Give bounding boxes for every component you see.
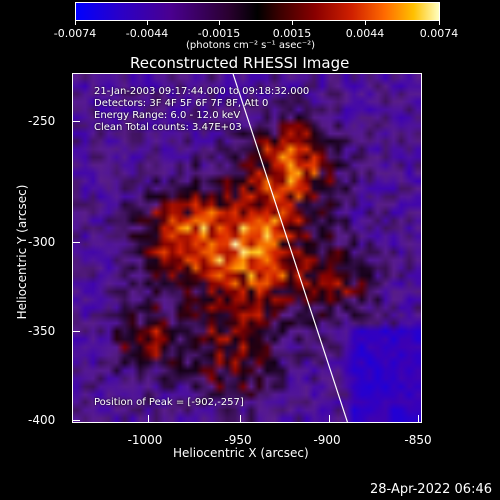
colorbar-tick-label: 0.0015 (272, 27, 312, 40)
y-tick (72, 331, 80, 332)
y-tick-label: -250 (28, 114, 56, 128)
solar-limb-line (232, 74, 348, 422)
y-tick (72, 242, 80, 243)
info-time: 21-Jan-2003 09:17:44.000 to 09:18:32.000 (94, 86, 310, 97)
colorbar-tick (75, 21, 76, 25)
colorbar-tick (365, 21, 366, 25)
image-title: Reconstructed RHESSI Image (130, 54, 350, 72)
info-detectors: Detectors: 3F 4F 5F 6F 7F 8F, Att 0 (94, 98, 269, 109)
x-tick (329, 415, 330, 423)
colorbar (75, 2, 440, 21)
info-method: Clean Total counts: 3.47E+03 (94, 122, 242, 133)
x-axis-label: Heliocentric X (arcsec) (173, 446, 309, 460)
rhessi-image-plot: 21-Jan-2003 09:17:44.000 to 09:18:32.000… (72, 73, 422, 423)
colorbar-tick-label: 0.0044 (345, 27, 385, 40)
y-tick-label: -300 (28, 235, 56, 249)
y-tick (72, 420, 80, 421)
colorbar-units: (photons cm⁻² s⁻¹ asec⁻²) (186, 40, 316, 51)
info-peak: Position of Peak = [-902,-257] (94, 397, 244, 408)
colorbar-tick-label: 0.0074 (419, 27, 459, 40)
x-tick (148, 415, 149, 423)
info-energy: Energy Range: 6.0 - 12.0 keV (94, 110, 241, 121)
x-tick-label: -950 (224, 433, 252, 447)
timestamp: 28-Apr-2022 06:46 (370, 482, 492, 497)
colorbar-tick (292, 21, 293, 25)
heatmap-canvas (73, 74, 421, 422)
x-tick (240, 415, 241, 423)
colorbar-tick (219, 21, 220, 25)
x-tick (418, 415, 419, 423)
x-tick-label: -1000 (127, 433, 163, 447)
x-tick-label: -850 (404, 433, 432, 447)
colorbar-tick (147, 21, 148, 25)
y-tick (72, 121, 80, 122)
y-axis-label: Heliocentric Y (arcsec) (15, 184, 29, 320)
colorbar-tick-label: -0.0074 (53, 27, 97, 40)
x-tick-label: -900 (313, 433, 341, 447)
colorbar-tick (439, 21, 440, 25)
limb-overlay (232, 74, 348, 422)
y-tick-label: -400 (28, 413, 56, 427)
colorbar-tick-label: -0.0015 (197, 27, 241, 40)
colorbar-tick-label: -0.0044 (125, 27, 169, 40)
y-tick-label: -350 (28, 324, 56, 338)
